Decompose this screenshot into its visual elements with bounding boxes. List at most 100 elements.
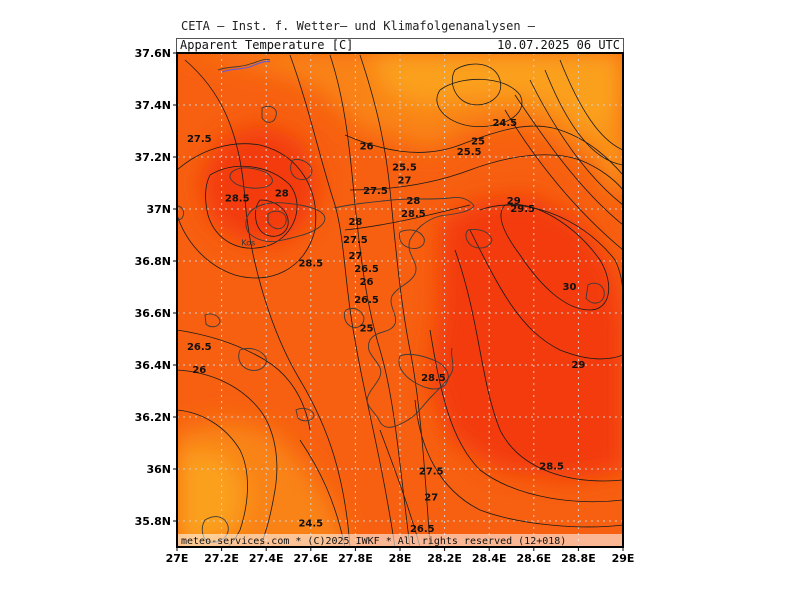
shoreline-accent-line	[221, 60, 271, 73]
x-tick-label: 28E	[389, 552, 412, 565]
credit-text: meteo-services.com * (C)2025 IWKF * All …	[181, 536, 566, 547]
contour-label: 24.5	[492, 118, 517, 129]
contour-line	[544, 69, 623, 166]
contour-label: 28.5	[225, 194, 250, 205]
y-tick-label: 36.6N	[135, 307, 171, 320]
variable-label: Apparent Temperature [C]	[180, 38, 354, 52]
contour-label: 26.5	[187, 342, 212, 353]
y-tick-label: 37N	[146, 203, 171, 216]
contour-line	[479, 204, 623, 320]
contour-lines	[177, 54, 623, 547]
contour-line	[429, 329, 623, 503]
coastline	[585, 282, 605, 304]
coastline	[290, 159, 313, 181]
x-tick-label: 28.8E	[561, 552, 596, 565]
contour-line	[344, 125, 623, 176]
contour-label: 25.5	[392, 162, 417, 173]
contour-label: 26.5	[354, 295, 379, 306]
coastline	[217, 59, 271, 71]
contour-label: 28	[275, 188, 289, 199]
contour-label: 29	[507, 196, 521, 207]
x-tick-label: 28.2E	[427, 552, 462, 565]
contour-label: 28	[348, 217, 362, 228]
contour-line	[177, 329, 311, 431]
contour-label: 26	[360, 142, 374, 153]
contour-line	[559, 59, 623, 151]
x-tick-label: 28.4E	[472, 552, 507, 565]
coastline	[245, 202, 326, 243]
contour-line	[299, 439, 346, 547]
contour-label: 27.5	[343, 235, 368, 246]
datetime-label: 10.07.2025 06 UTC	[497, 38, 620, 52]
field-very-hot-northwest	[200, 125, 320, 245]
contour-label: 28	[406, 196, 420, 207]
contour-label: 26.5	[410, 524, 435, 535]
y-tick-label: 35.8N	[135, 515, 171, 528]
x-axis: 27E 27.2E 27.4E 27.6E 27.8E 28E 28.2E 28.4E 28.6…	[166, 547, 635, 565]
contour-label: 26.5	[354, 264, 379, 275]
contour-label: 27.5	[187, 134, 212, 145]
contour-label: 28.5	[421, 373, 446, 384]
coastline	[229, 167, 273, 189]
grid-lines	[177, 53, 623, 547]
contour-label: 25	[360, 324, 374, 335]
contour-line	[469, 229, 623, 360]
contour-line	[177, 369, 278, 547]
contour-line	[504, 109, 623, 251]
contour-label: 27.5	[419, 467, 444, 478]
x-tick-label: 28.6E	[516, 552, 551, 565]
credit-box	[178, 534, 622, 546]
y-tick-label: 37.2N	[135, 151, 171, 164]
coastline	[398, 353, 449, 390]
coastlines	[177, 59, 605, 543]
coastline	[399, 229, 425, 249]
contour-line	[289, 54, 396, 547]
contour-line	[436, 78, 523, 128]
coastline	[177, 205, 185, 221]
contour-line	[205, 165, 298, 249]
x-tick-label: 29E	[612, 552, 635, 565]
place-labels: Kos	[241, 238, 255, 247]
y-tick-label: 36.4N	[135, 359, 171, 372]
contour-line	[184, 59, 351, 547]
shoreline-accent	[221, 60, 271, 73]
contour-line	[359, 54, 431, 547]
field-mild-southwest	[177, 450, 245, 547]
contour-line	[514, 94, 623, 226]
contour-line	[344, 204, 471, 231]
contour-label: 27	[348, 251, 362, 262]
contour-line	[329, 54, 411, 547]
contour-line	[529, 79, 623, 206]
coastline	[261, 105, 277, 123]
contour-label: 26	[192, 365, 206, 376]
contour-label: 27	[397, 175, 411, 186]
contour-label: 27	[424, 493, 438, 504]
x-tick-label: 27E	[166, 552, 189, 565]
x-tick-label: 27.8E	[338, 552, 373, 565]
contour-label: 29.5	[510, 204, 535, 215]
contour-line	[454, 249, 623, 482]
y-tick-label: 36.2N	[135, 411, 171, 424]
contour-label: 25.5	[457, 147, 482, 158]
y-tick-label: 36.8N	[135, 255, 171, 268]
contour-line	[451, 63, 502, 106]
coastline	[204, 313, 221, 328]
coastline	[267, 210, 287, 230]
contour-label: 28.5	[298, 259, 323, 270]
contour-label: 30	[563, 282, 577, 293]
y-tick-label: 37.4N	[135, 99, 171, 112]
y-tick-label: 37.6N	[135, 47, 171, 60]
contour-label: 24.5	[298, 519, 323, 530]
y-tick-label: 36N	[146, 463, 171, 476]
contour-label: 28.5	[539, 461, 564, 472]
field-very-hot-east	[430, 195, 623, 480]
contour-line	[414, 399, 623, 528]
coastline	[238, 347, 267, 371]
contour-line	[349, 154, 623, 191]
place-label: Kos	[241, 238, 255, 247]
contour-labels: 27.5 28.5 28 26 25.5 27 27.5 28 28.5 25 25.5 24.5 29…	[187, 118, 585, 535]
contour-line	[255, 199, 289, 237]
x-tick-label: 27.2E	[204, 552, 239, 565]
contour-line	[500, 203, 609, 311]
x-tick-label: 27.6E	[293, 552, 328, 565]
